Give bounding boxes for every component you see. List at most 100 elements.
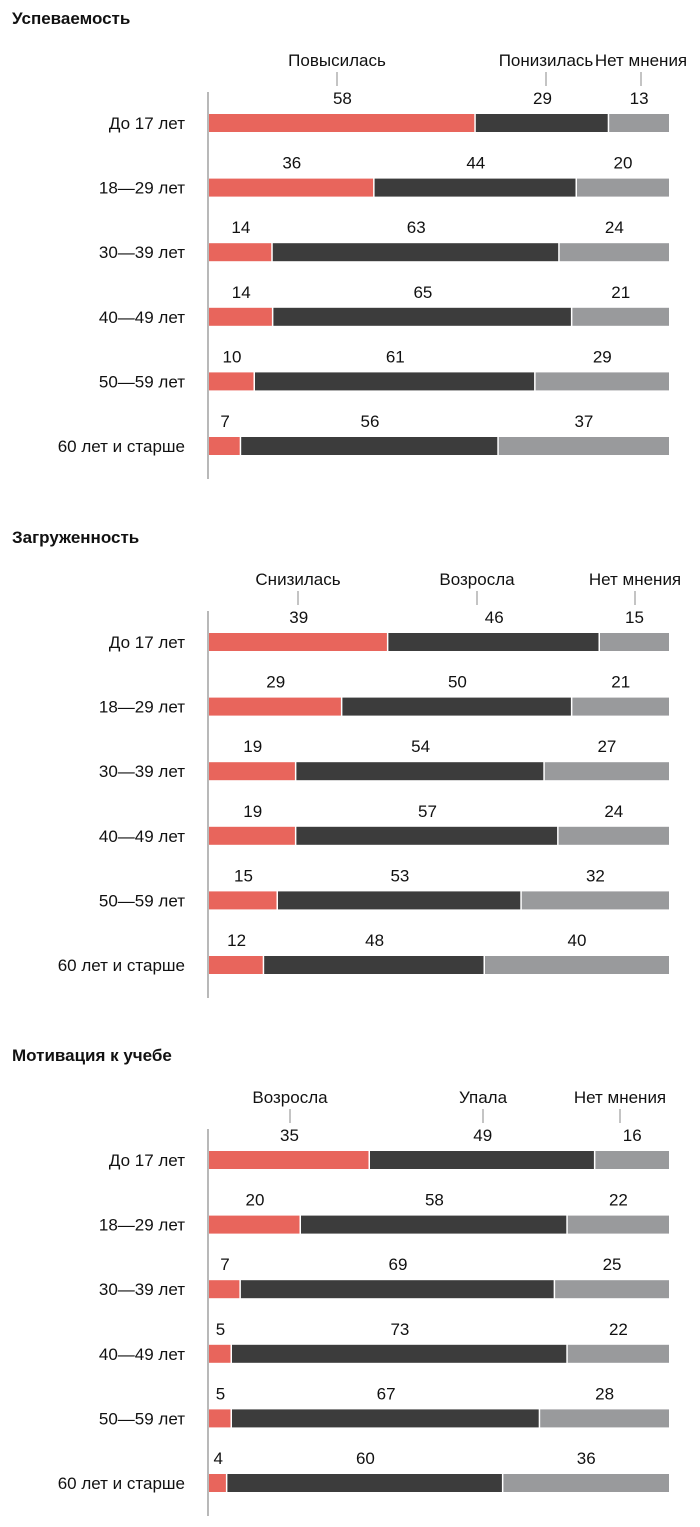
bar-segment [209,114,475,132]
data-label: 29 [593,347,612,366]
bar-segment [272,243,559,262]
data-label: 19 [243,802,262,821]
data-label: 29 [533,89,552,108]
bar-segment [273,307,571,326]
bar-segment [577,178,669,197]
data-label: 61 [386,347,405,366]
legend-label: Повысилась [288,51,386,70]
bar-segment [241,437,498,455]
data-label: 14 [232,283,251,302]
legend-label: Снизилась [255,570,340,589]
bar-segment [209,956,263,974]
category-label: 50—59 лет [99,891,185,910]
bar-segment [209,1280,240,1299]
bar-segment [555,1280,669,1299]
data-label: 46 [485,608,504,627]
bar-segment [567,1344,669,1363]
legend-label: Нет мнения [589,570,681,589]
chart-title: Мотивация к учебе [12,1046,172,1065]
data-label: 4 [213,1449,222,1468]
bar-segment [572,697,669,716]
category-label: 40—49 лет [99,1345,185,1364]
data-label: 12 [227,931,246,950]
bar-segment [567,1215,669,1234]
data-label: 37 [574,412,593,431]
bar-segment [595,1151,669,1169]
data-label: 53 [390,866,409,885]
data-label: 58 [333,89,352,108]
bar-segment [609,114,669,132]
data-label: 7 [220,1255,229,1274]
data-label: 10 [223,347,242,366]
legend-label: Нет мнения [574,1088,666,1107]
data-label: 15 [234,866,253,885]
bar-segment [301,1215,567,1234]
data-label: 67 [377,1384,396,1403]
data-label: 25 [603,1255,622,1274]
bar-segment [209,891,277,910]
data-label: 16 [623,1126,642,1145]
legend-label: Нет мнения [595,51,687,70]
data-label: 48 [365,931,384,950]
category-label: 60 лет и старше [58,1474,185,1493]
bar-segment [209,307,272,326]
data-label: 15 [625,608,644,627]
data-label: 32 [586,866,605,885]
data-label: 28 [595,1384,614,1403]
bar-segment [558,826,669,845]
category-label: 18—29 лет [99,179,185,198]
data-label: 58 [425,1191,444,1210]
bar-segment [278,891,521,910]
data-label: 36 [577,1449,596,1468]
bar-segment [209,243,272,262]
legend-label: Упала [459,1088,508,1107]
data-label: 65 [413,283,432,302]
bar-segment [540,1409,669,1428]
data-label: 13 [630,89,649,108]
bar-segment [227,1474,502,1492]
bar-segment [535,372,669,391]
data-label: 5 [216,1320,225,1339]
category-label: До 17 лет [109,1151,185,1170]
data-label: 20 [246,1191,265,1210]
bar-segment [232,1409,539,1428]
chart-title: Загруженность [12,528,139,547]
category-label: 18—29 лет [99,1216,185,1235]
bar-segment [209,1215,300,1234]
bar-segment [209,178,374,197]
bar-segment [485,956,669,974]
data-label: 60 [356,1449,375,1468]
data-label: 22 [609,1191,628,1210]
category-label: 60 лет и старше [58,956,185,975]
data-label: 50 [448,673,467,692]
data-label: 20 [614,154,633,173]
data-label: 29 [266,673,285,692]
data-label: 35 [280,1126,299,1145]
data-label: 27 [597,737,616,756]
category-label: 30—39 лет [99,1280,185,1299]
data-label: 14 [231,218,250,237]
bar-segment [388,633,599,651]
bar-segment [342,697,571,716]
bar-segment [503,1474,669,1492]
bar-segment [370,1151,594,1169]
category-label: 30—39 лет [99,243,185,262]
category-label: 18—29 лет [99,698,185,717]
bar-segment [209,1151,369,1169]
bar-segment [209,1409,231,1428]
chart-title: Успеваемость [12,9,130,28]
category-label: До 17 лет [109,633,185,652]
legend-label: Понизилась [499,51,594,70]
category-label: 30—39 лет [99,762,185,781]
category-label: 40—49 лет [99,308,185,327]
data-label: 39 [289,608,308,627]
bar-segment [600,633,669,651]
data-label: 63 [407,218,426,237]
bar-segment [544,762,669,781]
data-label: 24 [605,218,624,237]
bar-segment [572,307,669,326]
data-label: 49 [473,1126,492,1145]
bar-segment [209,1344,231,1363]
